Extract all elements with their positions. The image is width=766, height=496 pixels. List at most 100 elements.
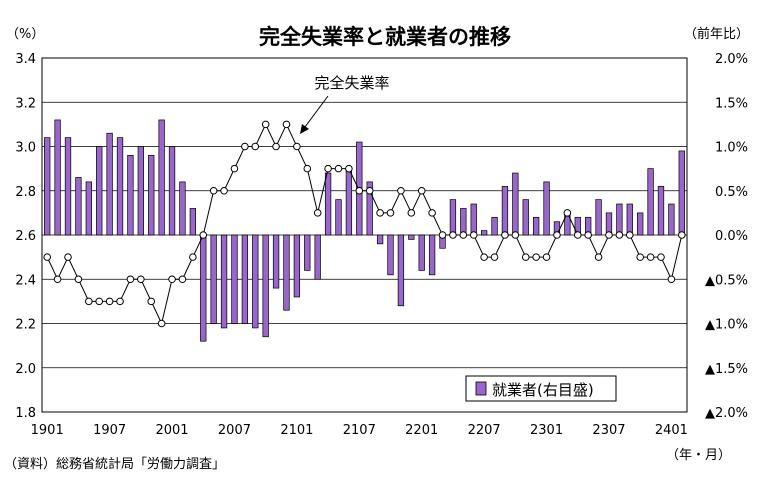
right-tick-label: ▲2.0% bbox=[705, 406, 748, 421]
line-point bbox=[64, 253, 72, 261]
left-tick-label: 3.0 bbox=[15, 141, 36, 156]
line-annotation: 完全失業率 bbox=[314, 74, 389, 92]
bar bbox=[252, 234, 259, 329]
bar bbox=[324, 172, 332, 236]
bar bbox=[449, 199, 457, 236]
bar bbox=[137, 146, 144, 236]
bar bbox=[106, 132, 113, 236]
bar bbox=[387, 234, 394, 276]
line-point bbox=[428, 209, 436, 217]
x-tick-label: 2401 bbox=[655, 423, 688, 438]
x-tick-label: 2007 bbox=[218, 423, 251, 438]
x-tick-label: 2207 bbox=[468, 423, 501, 438]
line-point bbox=[667, 275, 676, 284]
bar bbox=[678, 150, 685, 236]
line-point bbox=[615, 231, 624, 239]
line-path bbox=[46, 123, 683, 326]
left-tick-label: 2.4 bbox=[15, 273, 36, 288]
bar bbox=[668, 203, 675, 236]
line-point bbox=[241, 142, 249, 151]
bar bbox=[148, 155, 155, 236]
employment-bars bbox=[44, 119, 685, 342]
left-tick-label: 1.8 bbox=[15, 406, 36, 421]
legend-label: 就業者(右目盛) bbox=[492, 381, 594, 399]
line-point bbox=[573, 231, 582, 239]
left-tick-label: 2.8 bbox=[15, 185, 36, 200]
line-point bbox=[137, 275, 145, 284]
bar bbox=[418, 234, 425, 271]
right-tick-label: 0.5% bbox=[715, 185, 748, 200]
x-tick-label: 2201 bbox=[405, 423, 438, 438]
right-axis-ticks: ▲2.0% ▲1.5% ▲1.0% ▲0.5% 0.0% 0.5% 1.0% 1.5% 2.0% bbox=[705, 52, 748, 421]
right-unit-label: （前年比） bbox=[684, 26, 749, 42]
bar bbox=[647, 168, 654, 236]
bar bbox=[168, 146, 176, 236]
bar bbox=[428, 234, 436, 276]
line-point bbox=[511, 231, 520, 239]
x-unit-label: （年・月） bbox=[666, 448, 731, 463]
bar bbox=[616, 203, 623, 236]
bar bbox=[96, 146, 103, 236]
bar bbox=[179, 181, 186, 236]
bar bbox=[657, 185, 665, 236]
line-point bbox=[261, 120, 270, 129]
line-point bbox=[521, 253, 530, 261]
bar bbox=[272, 234, 280, 289]
x-tick-label: 2301 bbox=[530, 423, 563, 438]
bar bbox=[533, 216, 540, 236]
line-point bbox=[563, 209, 572, 217]
line-point bbox=[345, 164, 353, 173]
bar bbox=[54, 119, 61, 236]
line-point bbox=[677, 231, 686, 239]
line-point bbox=[594, 253, 603, 261]
line-point bbox=[490, 253, 499, 261]
left-tick-label: 3.4 bbox=[15, 52, 36, 67]
right-tick-label: ▲1.0% bbox=[705, 318, 748, 333]
x-tick-label: 2101 bbox=[280, 423, 313, 438]
line-point bbox=[282, 120, 291, 129]
line-point bbox=[625, 231, 634, 239]
line-point bbox=[74, 275, 83, 284]
bar bbox=[64, 137, 72, 236]
x-tick-label: 1907 bbox=[93, 423, 126, 438]
line-point bbox=[532, 253, 540, 261]
bar bbox=[366, 181, 373, 236]
left-axis-ticks: 1.8 2.0 2.2 2.4 2.6 2.8 3.0 3.2 3.4 bbox=[15, 52, 36, 421]
line-point bbox=[105, 297, 114, 306]
plot-frame bbox=[41, 57, 688, 413]
line-point bbox=[438, 231, 447, 239]
line-point bbox=[220, 186, 228, 195]
line-point bbox=[334, 164, 343, 173]
line-point bbox=[605, 231, 613, 239]
line-point bbox=[397, 186, 405, 195]
line-point bbox=[53, 275, 62, 284]
bar bbox=[293, 234, 301, 298]
line-point bbox=[376, 209, 384, 217]
x-tick-label: 2107 bbox=[343, 423, 376, 438]
bar bbox=[543, 181, 550, 236]
bar bbox=[116, 137, 124, 236]
line-point bbox=[480, 253, 488, 261]
bar bbox=[335, 199, 342, 236]
line-point bbox=[469, 231, 478, 239]
line-point bbox=[116, 297, 124, 306]
bar bbox=[376, 234, 384, 245]
bar bbox=[314, 234, 321, 280]
bar bbox=[480, 230, 488, 236]
line-point bbox=[417, 186, 426, 195]
x-axis-ticks: 1901 1907 2001 2007 2101 2107 2201 2207 2301 2307… bbox=[31, 423, 688, 438]
source-note: （資料）総務省統計局「労働力調査」 bbox=[4, 456, 225, 472]
line-point bbox=[636, 253, 644, 261]
line-point bbox=[293, 142, 301, 151]
line-point bbox=[189, 253, 197, 261]
bar bbox=[220, 234, 228, 329]
line-point bbox=[157, 319, 166, 328]
legend-swatch bbox=[475, 381, 487, 396]
line-point bbox=[95, 297, 104, 306]
bar bbox=[283, 234, 290, 311]
line-point bbox=[126, 275, 135, 284]
line-point bbox=[459, 231, 468, 239]
line-point bbox=[584, 231, 592, 239]
right-tick-label: ▲1.5% bbox=[705, 362, 748, 377]
